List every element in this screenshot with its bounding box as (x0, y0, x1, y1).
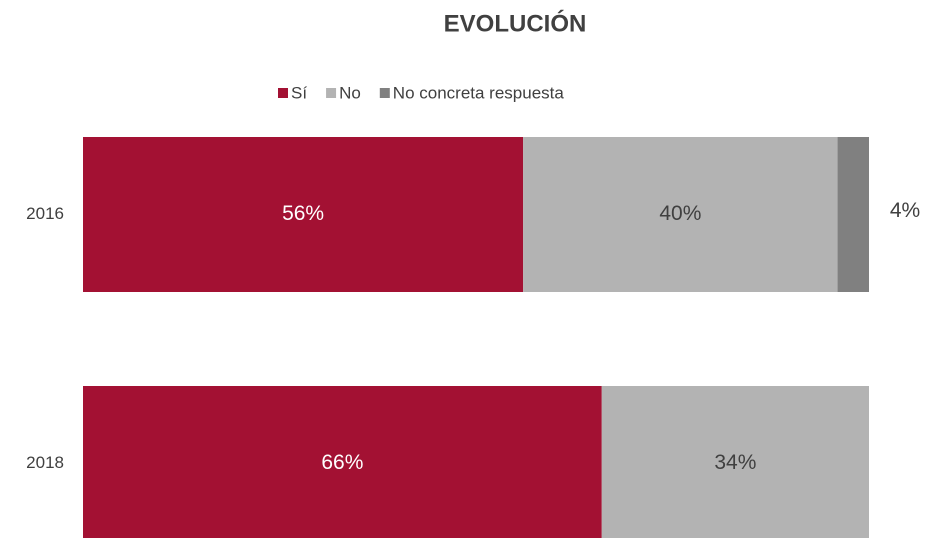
legend-label: No (339, 83, 361, 102)
y-tick-label: 2018 (26, 453, 64, 472)
y-tick-label: 2016 (26, 204, 64, 223)
legend-label: No concreta respuesta (393, 83, 565, 102)
data-label: 34% (714, 451, 756, 474)
legend-swatch (278, 88, 288, 98)
legend-swatch (326, 88, 337, 98)
data-label: 56% (282, 202, 324, 225)
bar-segment (837, 137, 869, 292)
data-label: 66% (321, 451, 363, 474)
bar-segment (601, 386, 869, 538)
bar-segment (523, 137, 838, 292)
legend-label: Sí (291, 83, 307, 102)
legend-swatch (379, 88, 390, 98)
data-label: 40% (659, 202, 701, 225)
bar-segment (83, 137, 524, 292)
data-label: 4% (890, 199, 920, 222)
chart-title: EVOLUCIÓN (444, 9, 587, 37)
bar-segment (83, 386, 602, 538)
